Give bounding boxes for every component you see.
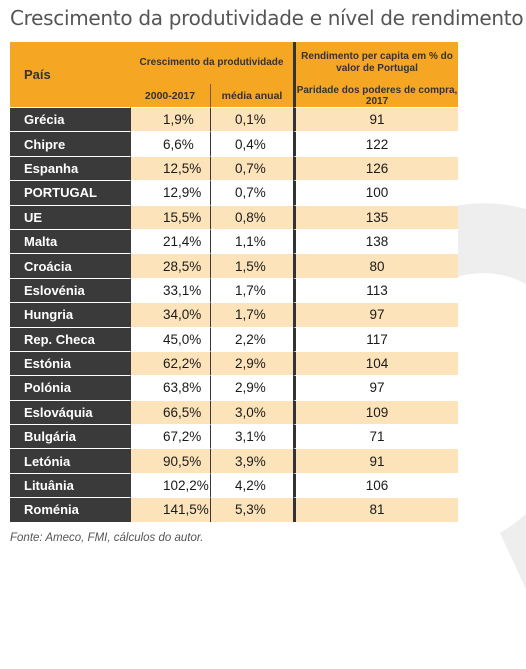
growth-cell: 66,5% — [130, 399, 210, 425]
table-row: Rep. Checa 45,0% 2,2% 117 — [10, 326, 459, 351]
growth-cell: 15,5% — [130, 204, 210, 229]
growth-cell: 63,8% — [130, 375, 210, 400]
table-row: Roménia 141,5% 5,3% 81 — [10, 497, 459, 522]
income-cell: 126 — [293, 155, 459, 181]
header-income-group: Rendimento per capita em % do valor de P… — [293, 42, 459, 84]
table-row: Hungria 34,0% 1,7% 97 — [10, 302, 459, 327]
country-cell: Estónia — [10, 350, 130, 376]
annual-cell: 1,7% — [210, 277, 294, 303]
table-row: PORTUGAL 12,9% 0,7% 100 — [10, 180, 459, 205]
annual-cell: 2,2% — [210, 326, 294, 351]
growth-cell: 12,5% — [130, 155, 210, 181]
table-row: Estónia 62,2% 2,9% 104 — [10, 350, 459, 376]
country-cell: Grécia — [10, 107, 130, 132]
annual-cell: 1,1% — [210, 228, 294, 254]
annual-cell: 2,9% — [210, 375, 294, 400]
country-cell: Malta — [10, 228, 130, 254]
growth-cell: 67,2% — [130, 424, 210, 449]
country-cell: Eslováquia — [10, 399, 130, 425]
table-row: Eslovénia 33,1% 1,7% 113 — [10, 277, 459, 303]
growth-cell: 12,9% — [130, 180, 210, 205]
annual-cell: 0,8% — [210, 204, 294, 229]
table-row: Eslováquia 66,5% 3,0% 109 — [10, 399, 459, 425]
growth-cell: 90,5% — [130, 448, 210, 473]
annual-cell: 4,2% — [210, 472, 294, 498]
country-cell: Bulgária — [10, 424, 130, 449]
growth-cell: 6,6% — [130, 131, 210, 156]
annual-cell: 2,9% — [210, 350, 294, 376]
income-cell: 71 — [293, 424, 459, 449]
country-cell: Lituânia — [10, 472, 130, 498]
annual-cell: 0,7% — [210, 155, 294, 181]
annual-cell: 5,3% — [210, 497, 294, 522]
data-table: País Crescimento da produtividade Rendim… — [10, 42, 459, 522]
income-cell: 113 — [293, 277, 459, 303]
annual-cell: 1,5% — [210, 253, 294, 278]
growth-cell: 45,0% — [130, 326, 210, 351]
header-income-sub: Paridade dos poderes de compra, 2017 — [293, 84, 459, 107]
table-row: Malta 21,4% 1,1% 138 — [10, 228, 459, 254]
annual-cell: 3,1% — [210, 424, 294, 449]
growth-cell: 1,9% — [130, 107, 210, 132]
page-title: Crescimento da produtividade e nível de … — [10, 6, 524, 30]
table-row: UE 15,5% 0,8% 135 — [10, 204, 459, 229]
income-cell: 91 — [293, 448, 459, 473]
annual-cell: 3,9% — [210, 448, 294, 473]
header-annual: média anual — [210, 84, 294, 107]
annual-cell: 0,1% — [210, 107, 294, 132]
income-cell: 97 — [293, 375, 459, 400]
table-row: Polónia 63,8% 2,9% 97 — [10, 375, 459, 400]
annual-cell: 0,4% — [210, 131, 294, 156]
table-row: Grécia 1,9% 0,1% 91 — [10, 107, 459, 132]
growth-cell: 34,0% — [130, 302, 210, 327]
income-cell: 135 — [293, 204, 459, 229]
country-cell: Rep. Checa — [10, 326, 130, 351]
income-cell: 122 — [293, 131, 459, 156]
growth-cell: 33,1% — [130, 277, 210, 303]
growth-cell: 141,5% — [130, 497, 210, 522]
table-row: Espanha 12,5% 0,7% 126 — [10, 155, 459, 181]
country-cell: Letónia — [10, 448, 130, 473]
table-row: Bulgária 67,2% 3,1% 71 — [10, 424, 459, 449]
income-cell: 100 — [293, 180, 459, 205]
header-period: 2000-2017 — [130, 84, 210, 107]
income-cell: 117 — [293, 326, 459, 351]
country-cell: PORTUGAL — [10, 180, 130, 205]
country-cell: Chipre — [10, 131, 130, 156]
country-cell: Hungria — [10, 302, 130, 327]
country-cell: Espanha — [10, 155, 130, 181]
country-cell: UE — [10, 204, 130, 229]
income-cell: 97 — [293, 302, 459, 327]
country-cell: Roménia — [10, 497, 130, 522]
table-row: Lituânia 102,2% 4,2% 106 — [10, 472, 459, 498]
income-cell: 106 — [293, 472, 459, 498]
country-cell: Polónia — [10, 375, 130, 400]
country-cell: Croácia — [10, 253, 130, 278]
annual-cell: 1,7% — [210, 302, 294, 327]
annual-cell: 0,7% — [210, 180, 294, 205]
income-cell: 91 — [293, 107, 459, 132]
growth-cell: 21,4% — [130, 228, 210, 254]
country-cell: Eslovénia — [10, 277, 130, 303]
income-cell: 138 — [293, 228, 459, 254]
income-cell: 109 — [293, 399, 459, 425]
annual-cell: 3,0% — [210, 399, 294, 425]
header-country: País — [10, 42, 130, 107]
table-row: Letónia 90,5% 3,9% 91 — [10, 448, 459, 473]
income-cell: 80 — [293, 253, 459, 278]
growth-cell: 28,5% — [130, 253, 210, 278]
source-note: Fonte: Ameco, FMI, cálculos do autor. — [10, 532, 204, 544]
income-cell: 81 — [293, 497, 459, 522]
table-body: Grécia 1,9% 0,1% 91 Chipre 6,6% 0,4% 122 Espanha… — [10, 107, 459, 522]
header-growth-group: Crescimento da produtividade — [130, 42, 294, 84]
table-row: Chipre 6,6% 0,4% 122 — [10, 131, 459, 156]
income-cell: 104 — [293, 350, 459, 376]
growth-cell: 102,2% — [130, 472, 210, 498]
growth-cell: 62,2% — [130, 350, 210, 376]
table-row: Croácia 28,5% 1,5% 80 — [10, 253, 459, 278]
